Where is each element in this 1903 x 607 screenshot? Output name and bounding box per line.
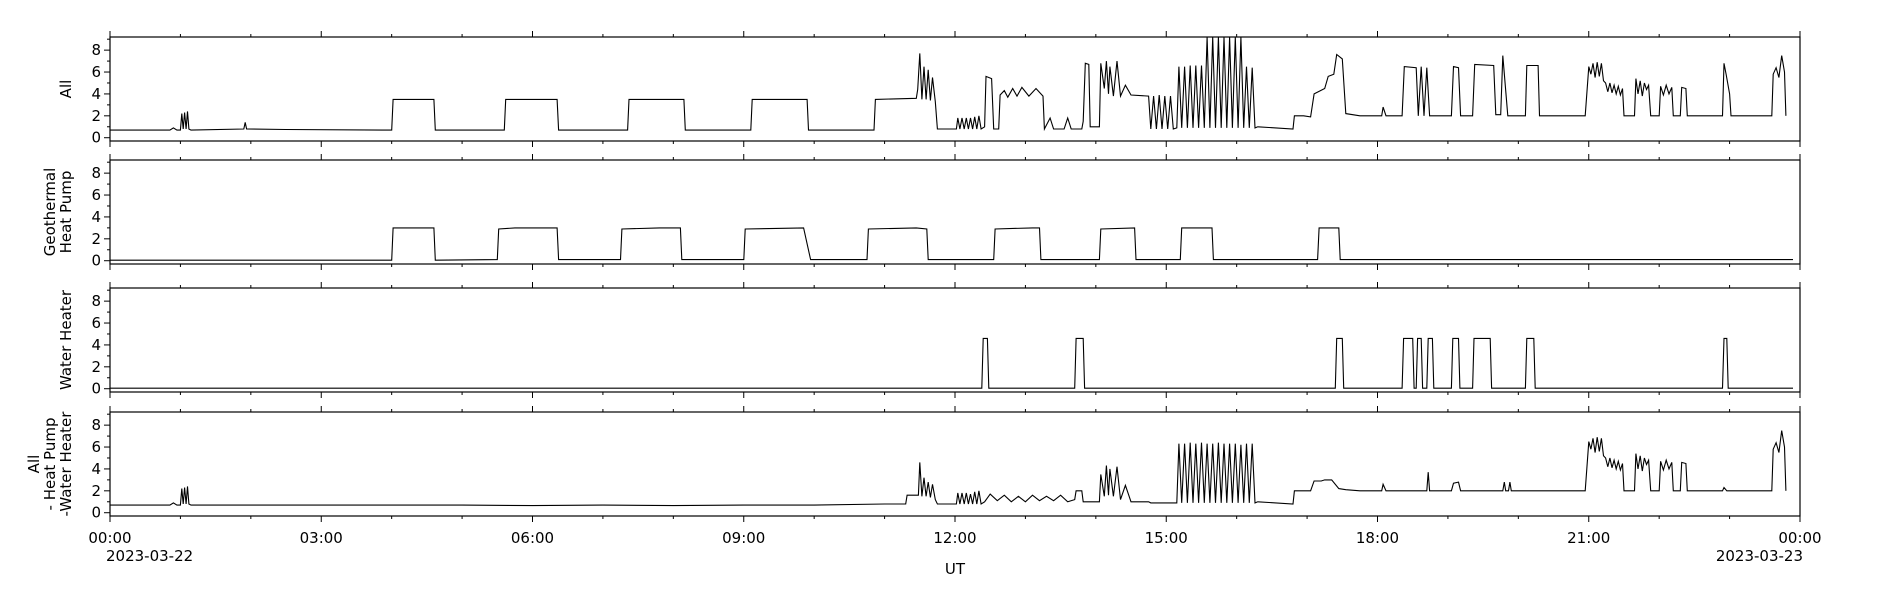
y-tick-label: 0 [91,380,101,398]
y-tick-label: 6 [91,186,101,204]
y-tick-label: 2 [91,482,101,500]
y-axis-label: - Heat Pump [41,418,59,511]
x-tick-label: 00:00 [1778,529,1821,547]
panel-4: 0 2 4 6 8 All- Heat Pump-Water Heater [25,406,1801,522]
series-line [110,430,1787,507]
y-tick-label: 6 [91,63,101,81]
y-axis-label: Heat Pump [57,171,75,254]
panel-frame [109,159,1801,265]
panel-frame [109,411,1801,517]
x-tick-label: 03:00 [300,529,343,547]
panel-1: 0 2 4 6 8 All [57,31,1801,147]
y-tick-label: 4 [91,460,101,478]
panel-3: 0 2 4 6 8 Water Heater [57,282,1801,398]
y-axis-label: Water Heater [57,289,75,390]
y-tick-label: 2 [91,230,101,248]
y-tick-label: 8 [91,41,101,59]
series-line [110,337,1793,389]
y-tick-label: 6 [91,314,101,332]
x-tick-label: 15:00 [1145,529,1188,547]
x-tick-label: 00:00 [88,529,131,547]
y-tick-label: 6 [91,438,101,456]
y-axis-label: All [25,455,43,474]
y-tick-label: 4 [91,336,101,354]
y-tick-label: 2 [91,358,101,376]
y-axis-label: Geothermal [41,168,59,257]
x-tick-label: 21:00 [1567,529,1610,547]
y-tick-label: 0 [91,504,101,522]
x-tick-label: 18:00 [1356,529,1399,547]
y-tick-label: 8 [91,292,101,310]
y-tick-label: 0 [91,129,101,147]
x-start-date: 2023-03-22 [106,547,193,565]
x-tick-label: 06:00 [511,529,554,547]
series-line [110,227,1793,261]
x-end-date: 2023-03-23 [1716,547,1803,565]
x-axis: 00:00 03:00 06:00 09:00 12:00 15:00 18:00 21:00… [88,529,1821,578]
y-tick-label: 4 [91,208,101,226]
x-tick-label: 12:00 [933,529,976,547]
y-tick-label: 0 [91,252,101,270]
y-tick-label: 8 [91,164,101,182]
panel-frame [109,36,1801,142]
x-tick-label: 09:00 [722,529,765,547]
y-axis-label: -Water Heater [57,411,75,517]
series-line [110,36,1787,132]
y-axis-label: All [57,80,75,99]
y-tick-label: 4 [91,85,101,103]
x-axis-label: UT [945,560,966,578]
y-tick-label: 8 [91,416,101,434]
panel-frame [109,287,1801,393]
y-tick-label: 2 [91,107,101,125]
